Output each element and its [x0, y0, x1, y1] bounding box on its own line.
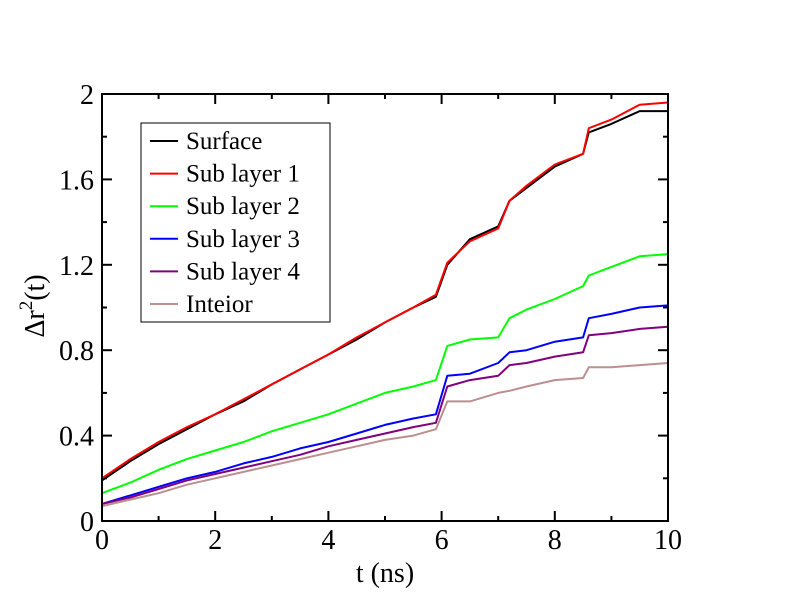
y-tick-label: 1.6	[59, 165, 94, 196]
series-lines	[101, 101, 669, 508]
legend: Surface Sub layer 1 Sub layer 2 Sub layer 3…	[140, 122, 331, 323]
x-tick-label: 0	[95, 525, 109, 556]
y-tick-label: 2	[80, 80, 94, 111]
y-tick-label: 0.4	[59, 422, 94, 453]
x-axis-label: t (ns)	[356, 558, 414, 589]
y-axis-label-sup: 2	[16, 301, 37, 311]
y-axis-label-tail: (t)	[20, 274, 51, 300]
legend-label: Sub layer 4	[186, 258, 300, 285]
x-tick-label: 6	[435, 525, 449, 556]
plot-frame	[101, 93, 669, 522]
series-line-4	[101, 304, 669, 505]
legend-label: Sub layer 2	[186, 193, 300, 220]
y-tick-label: 1.2	[59, 251, 94, 282]
legend-label: Sub layer 3	[186, 226, 300, 253]
legend-label: Surface	[186, 128, 262, 155]
x-tick-label: 2	[208, 525, 222, 556]
series-line-5	[101, 325, 669, 505]
series-line-6	[101, 362, 669, 508]
y-tick-label: 0.8	[59, 336, 94, 367]
series-line-3	[101, 253, 669, 495]
x-tick-label: 10	[654, 525, 682, 556]
y-axis-label: Δr2(t)	[16, 274, 51, 337]
y-axis-label-base: Δr	[20, 310, 51, 338]
legend-box	[140, 122, 331, 323]
series-line-2	[101, 101, 669, 480]
legend-items: Surface Sub layer 1 Sub layer 2 Sub layer 3…	[150, 128, 300, 318]
y-tick-label: 0	[80, 507, 94, 538]
x-tick-label: 4	[321, 525, 335, 556]
tick-labels: 0 2 4 6 8 10 0 0.4 0.8 1.2 1.6 2	[59, 80, 682, 556]
legend-label: Sub layer 1	[186, 161, 300, 188]
x-tick-label: 8	[548, 525, 562, 556]
legend-label: Inteior	[186, 291, 253, 318]
